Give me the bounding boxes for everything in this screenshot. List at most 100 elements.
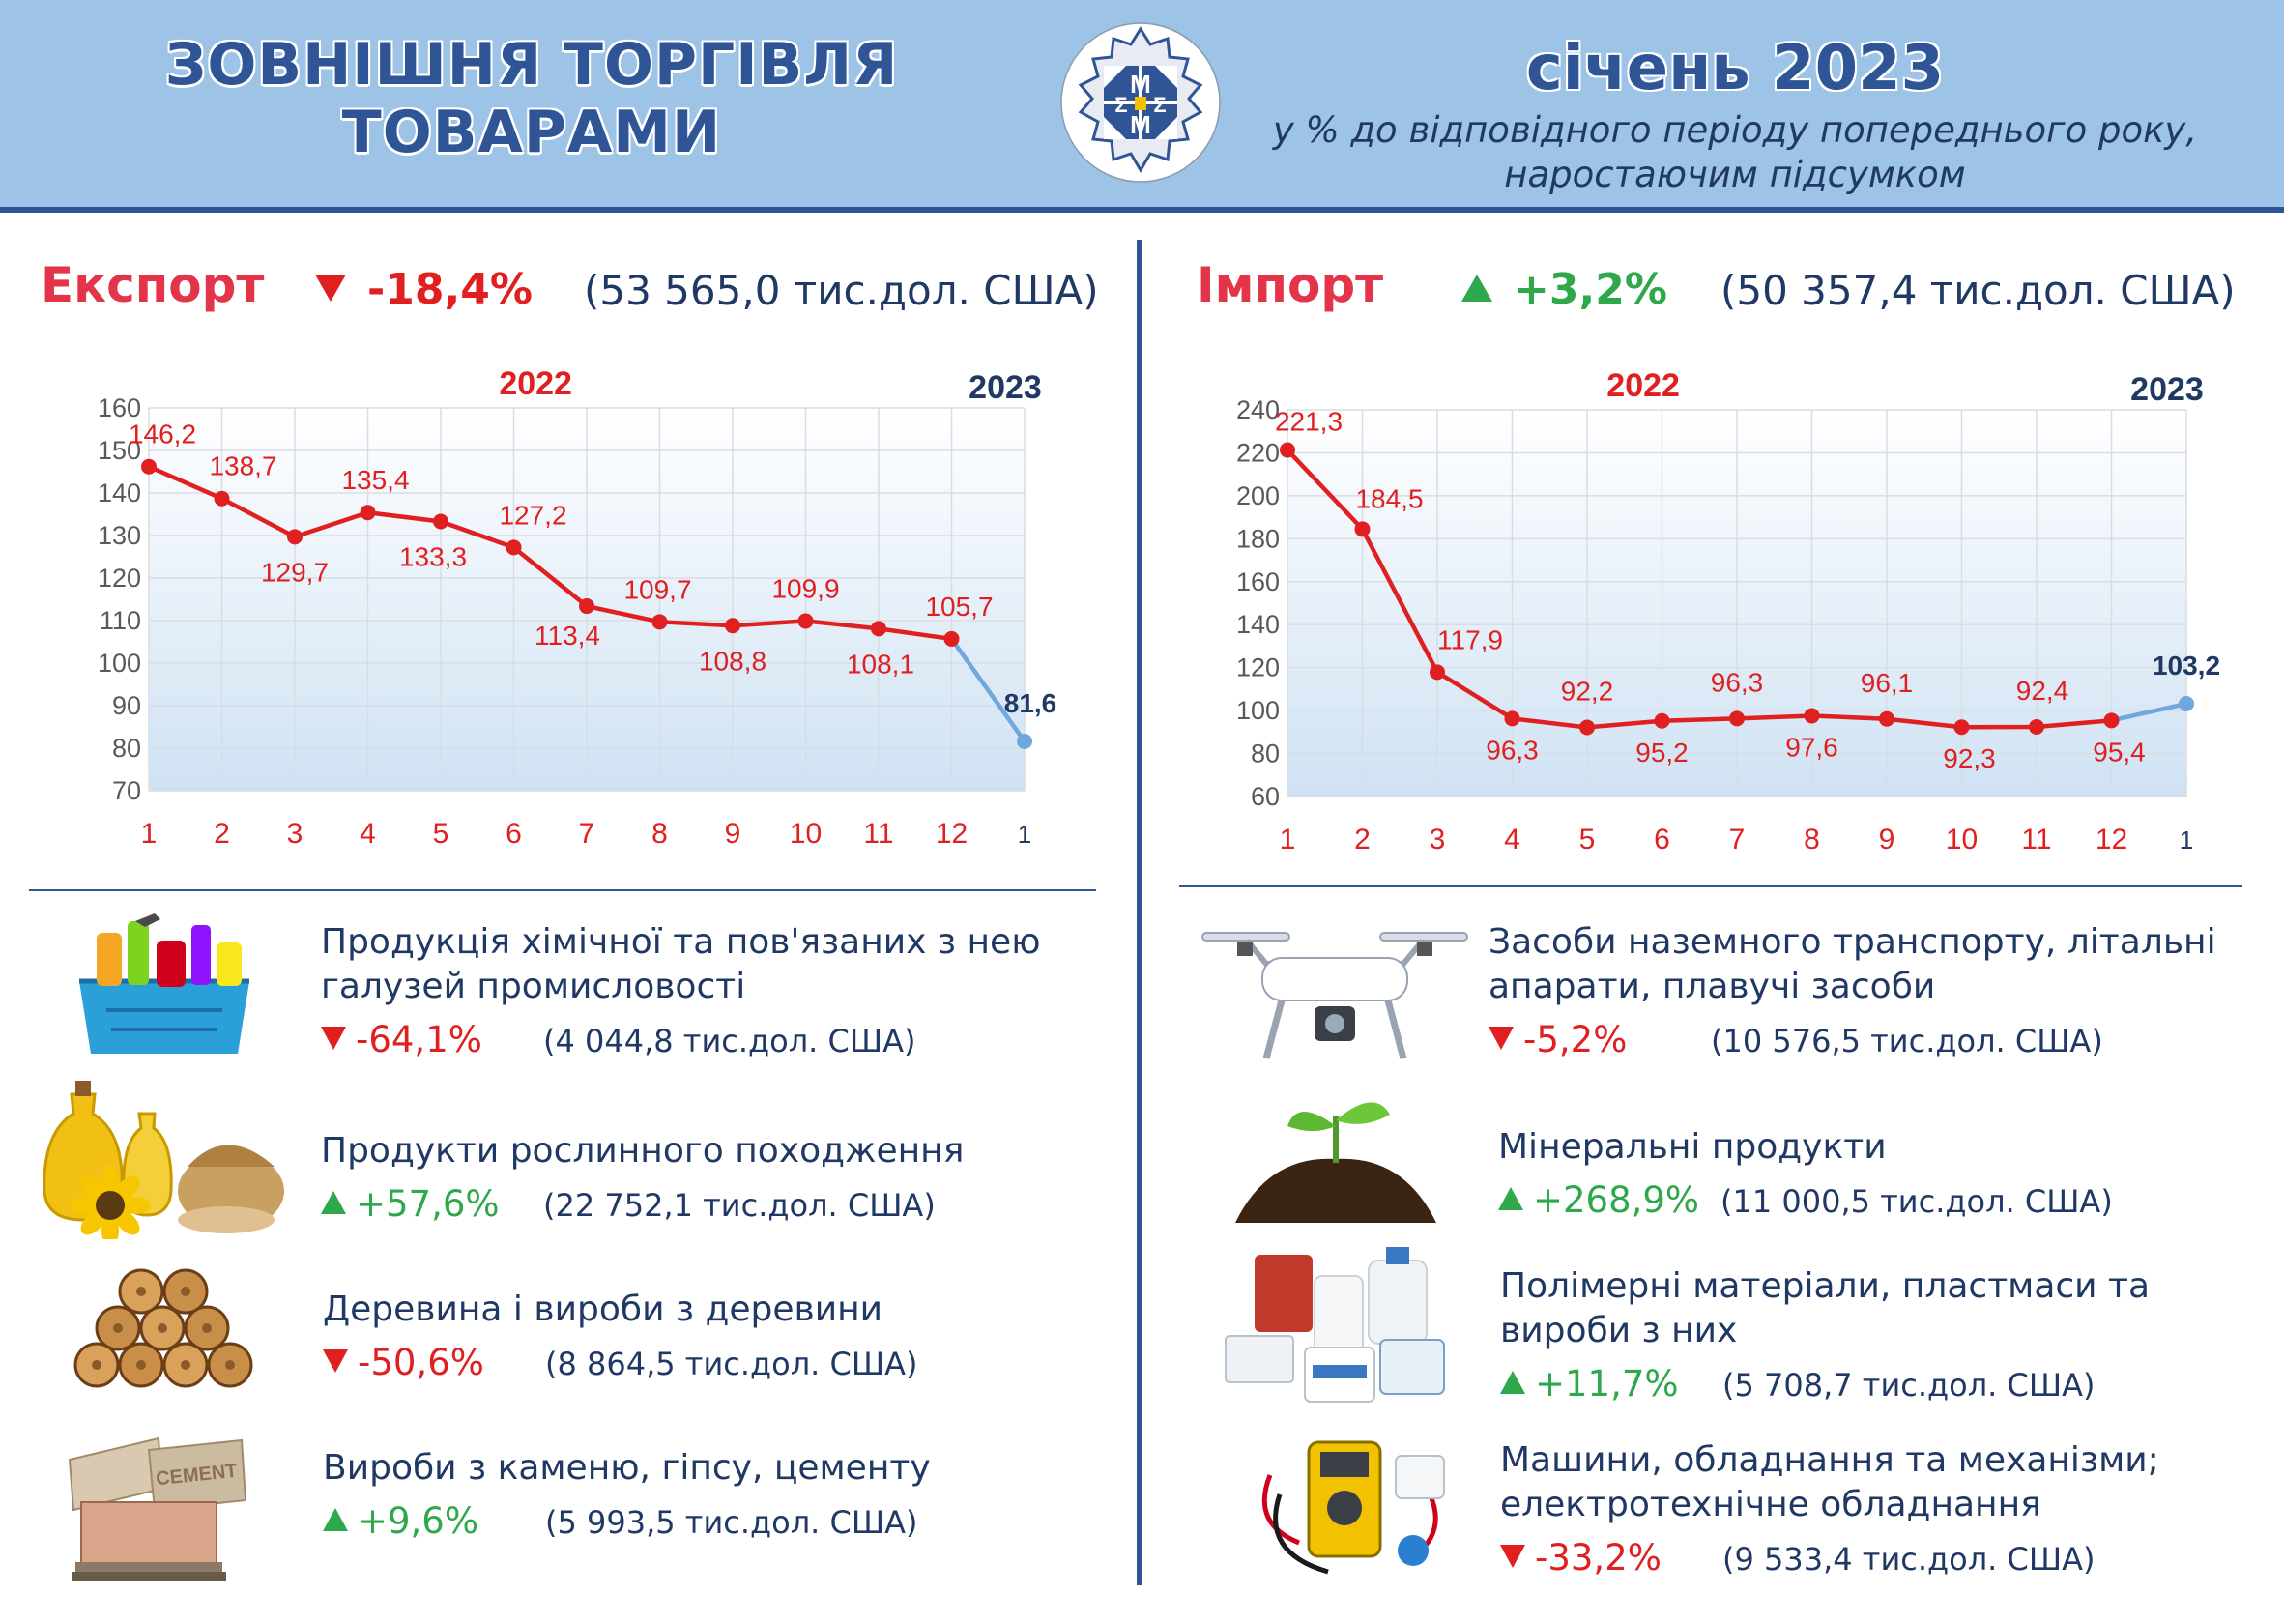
period-title: січень 2023: [1525, 33, 1945, 104]
y-tick-label: 140: [98, 478, 141, 508]
item-change-value: -50,6%: [358, 1342, 484, 1383]
item-stats: +9,6% (5 993,5 тис.дол. США): [323, 1500, 931, 1542]
x-tick-label: 3: [287, 818, 304, 850]
x-tick-label: 8: [651, 818, 668, 850]
x-tick-label: 11: [863, 818, 893, 850]
data-point: [506, 539, 522, 556]
data-label: 96,1: [1861, 668, 1914, 698]
x-tick-label: 6: [1654, 824, 1670, 856]
down-arrow-icon: [1500, 1544, 1525, 1568]
x-tick-label: 9: [725, 818, 741, 850]
data-label: 127,2: [499, 500, 566, 530]
logo-letter-bottom: М: [1130, 110, 1151, 139]
item-stats: -33,2% (9 533,4 тис.дол. США): [1500, 1537, 2159, 1579]
import-item-machinery: Машини, обладнання та механізми; електро…: [1500, 1438, 2159, 1579]
data-label: 108,8: [699, 646, 766, 676]
data-point: [651, 614, 668, 630]
data-point: [433, 513, 448, 530]
data-label: 108,1: [847, 649, 914, 679]
data-point: [1654, 712, 1670, 729]
down-arrow-icon: [321, 1026, 346, 1050]
x-tick-label: 1: [2180, 826, 2193, 855]
data-point: [1504, 710, 1520, 727]
data-point: [1017, 733, 1032, 749]
item-total: (5 993,5 тис.дол. США): [545, 1504, 918, 1541]
data-point: [1804, 708, 1820, 724]
x-tick-label: 1: [1280, 824, 1296, 856]
item-change: -64,1%: [321, 1019, 543, 1060]
period-subtitle-line2: наростаючим підсумком: [1504, 154, 1966, 195]
x-tick-label: 3: [1430, 824, 1446, 856]
data-label: 113,4: [535, 621, 600, 651]
x-tick-label: 10: [790, 818, 822, 850]
x-tick-label: 11: [2021, 824, 2051, 856]
item-name-line2: вироби з них: [1500, 1311, 1738, 1350]
data-label: 105,7: [925, 592, 993, 622]
item-change: +11,7%: [1500, 1363, 1722, 1405]
data-label: 97,6: [1785, 732, 1838, 762]
y-tick-label: 70: [112, 776, 141, 805]
item-name-line1: Продукція хімічної та пов'язаних з нею: [321, 922, 1041, 962]
data-label: 109,7: [623, 574, 691, 604]
item-change: -5,2%: [1489, 1019, 1711, 1060]
item-name-line1: Полімерні матеріали, пластмаси та: [1500, 1266, 2151, 1306]
center-divider: [1137, 240, 1142, 1585]
period-subtitle-line1: у % до відповідного періоду попереднього…: [1272, 109, 2198, 151]
item-total: (5 708,7 тис.дол. США): [1722, 1367, 2096, 1404]
import-item-transport: Засоби наземного транспорту, літальні ап…: [1489, 920, 2216, 1060]
data-label: 92,2: [1561, 676, 1614, 706]
item-change-value: -5,2%: [1523, 1019, 1628, 1060]
data-label: 135,4: [341, 465, 409, 495]
data-label: 96,3: [1486, 735, 1539, 765]
x-tick-label: 1: [1018, 820, 1031, 849]
item-name-line1: Машини, обладнання та механізми;: [1500, 1440, 2159, 1480]
item-total: (4 044,8 тис.дол. США): [543, 1023, 916, 1059]
import-change: +3,2%: [1461, 265, 1667, 314]
up-arrow-icon: [1498, 1186, 1523, 1210]
page-title: ЗОВНІШНЯ ТОРГІВЛЯ ТОВАРАМИ: [116, 31, 947, 166]
data-point: [1280, 442, 1295, 458]
x-tick-label: 7: [1729, 824, 1746, 856]
y-tick-label: 80: [1251, 740, 1280, 768]
x-tick-label: 6: [506, 818, 522, 850]
data-point: [1729, 710, 1745, 727]
data-point: [360, 505, 376, 521]
series-line-2023: [2111, 701, 2187, 723]
y-tick-label: 100: [1236, 696, 1280, 725]
series-line-2022: [1286, 449, 2112, 730]
export-change-value: -18,4%: [367, 265, 533, 314]
item-change: +57,6%: [321, 1183, 543, 1225]
data-point: [214, 490, 230, 507]
data-point: [2029, 719, 2044, 735]
data-point: [1579, 719, 1595, 736]
y-tick-label: 220: [1236, 438, 1280, 467]
x-tick-label: 9: [1879, 824, 1895, 856]
y-tick-label: 120: [98, 564, 141, 593]
x-tick-label: 8: [1804, 824, 1820, 856]
data-label: 129,7: [261, 557, 329, 587]
data-point: [141, 458, 157, 475]
data-label: 184,5: [1355, 483, 1423, 513]
x-tick-label: 4: [1504, 824, 1520, 856]
data-label: 103,2: [2153, 651, 2220, 681]
series-line-2022: [148, 464, 952, 642]
data-point: [1879, 710, 1894, 727]
sprout-soil-icon: [1235, 1102, 1436, 1223]
item-total: (22 752,1 тис.дол. США): [543, 1187, 936, 1224]
item-change-value: +11,7%: [1535, 1363, 1679, 1405]
export-change: -18,4%: [315, 265, 533, 314]
series-line-2023: [949, 637, 1026, 743]
data-label: 133,3: [399, 541, 467, 571]
item-total: (11 000,5 тис.дол. США): [1720, 1183, 2113, 1220]
cement-bags-icon: CEMENT: [68, 1436, 247, 1581]
y-tick-label: 240: [1236, 395, 1280, 424]
import-change-value: +3,2%: [1514, 265, 1667, 314]
item-total: (9 533,4 тис.дол. США): [1722, 1541, 2096, 1578]
export-item-plant-products: Продукти рослинного походження +57,6% (22…: [321, 1129, 964, 1225]
y-tick-label: 200: [1236, 481, 1280, 510]
sunflower-oil-grain-icon: [43, 1081, 284, 1239]
x-tick-label: 2: [1354, 824, 1371, 856]
item-change-value: +268,9%: [1533, 1179, 1700, 1221]
item-change-value: -33,2%: [1535, 1537, 1662, 1579]
